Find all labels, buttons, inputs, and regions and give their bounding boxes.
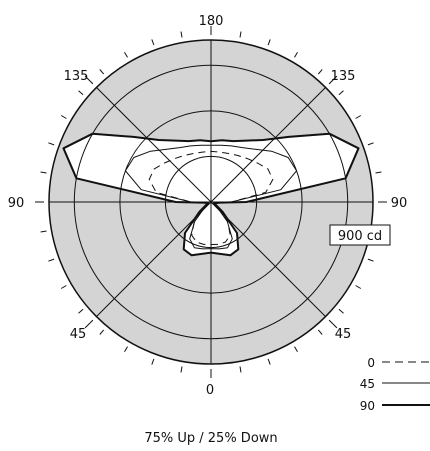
- tick-70: [367, 258, 374, 262]
- angle-label-135-left: 135: [64, 69, 89, 84]
- tick-290: [48, 258, 55, 262]
- angle-label-0-bottom: 0: [206, 383, 214, 398]
- tick-320: [99, 329, 105, 335]
- tick-100: [375, 171, 382, 174]
- legend-entry-90: 90: [360, 399, 430, 413]
- tick-60: [355, 285, 362, 289]
- legend-label-45: 45: [360, 377, 375, 391]
- tick-170: [239, 31, 242, 38]
- legend-label-0: 0: [367, 356, 375, 370]
- scale-label-box: 900 cd: [329, 224, 391, 246]
- tick-120: [355, 115, 362, 119]
- tick-major-315: [84, 319, 94, 329]
- tick-350: [180, 366, 183, 373]
- tick-250: [48, 142, 55, 146]
- legend: 0 45 90: [360, 356, 430, 413]
- tick-280: [40, 230, 47, 233]
- tick-160: [267, 39, 271, 46]
- tick-major-225: [84, 75, 94, 85]
- tick-240: [60, 115, 67, 119]
- angle-label-180-top: 180: [199, 14, 224, 29]
- series-0-curve: [148, 150, 274, 245]
- tick-110: [367, 142, 374, 146]
- tick-130: [338, 90, 344, 96]
- tick-marks: [35, 26, 387, 378]
- scale-label: 900 cd: [338, 229, 382, 244]
- tick-300: [60, 285, 67, 289]
- legend-label-90: 90: [360, 399, 375, 413]
- radial-135-r: [210, 87, 326, 203]
- tick-220: [99, 69, 105, 75]
- tick-40: [317, 329, 323, 335]
- tick-30: [294, 346, 298, 353]
- tick-20: [267, 358, 271, 365]
- polar-plot: [48, 39, 374, 365]
- angle-label-45-right: 45: [335, 327, 352, 342]
- tick-major-45: [328, 319, 338, 329]
- tick-330: [124, 346, 128, 353]
- series-45-curve: [124, 144, 298, 250]
- legend-entry-0: 0: [367, 356, 430, 370]
- tick-major-135: [328, 75, 338, 85]
- tick-260: [40, 171, 47, 174]
- angle-label-90-left: 90: [8, 196, 25, 211]
- radial-135-l: [96, 87, 212, 203]
- angle-label-90-right: 90: [391, 196, 408, 211]
- tick-310: [78, 308, 84, 314]
- tick-230: [78, 90, 84, 96]
- angle-label-135-right: 135: [331, 69, 356, 84]
- tick-140: [317, 69, 323, 75]
- tick-50: [338, 308, 344, 314]
- legend-entry-45: 45: [360, 377, 430, 391]
- tick-210: [124, 51, 128, 58]
- tick-190: [180, 31, 183, 38]
- tick-150: [294, 51, 298, 58]
- tick-340: [151, 358, 155, 365]
- tick-10: [239, 366, 242, 373]
- chart-caption: 75% Up / 25% Down: [144, 431, 277, 446]
- tick-200: [151, 39, 155, 46]
- angle-label-45-left: 45: [70, 327, 87, 342]
